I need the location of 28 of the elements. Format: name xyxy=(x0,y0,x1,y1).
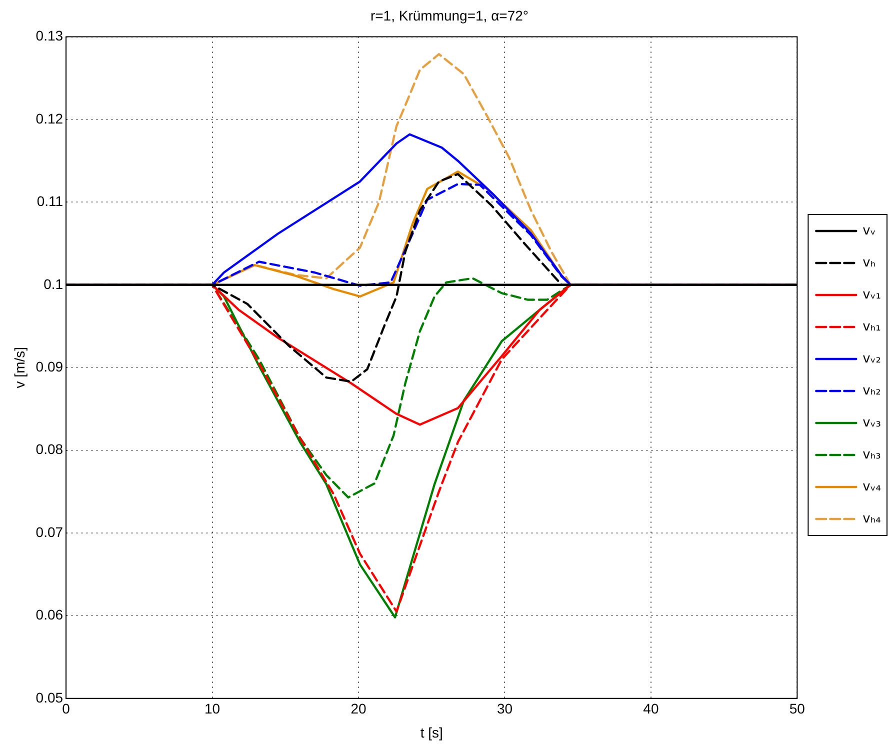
y-tick-label: 0.06 xyxy=(36,606,64,623)
legend-label: vᵥ₂ xyxy=(862,351,881,366)
legend-label: vₕ₃ xyxy=(862,447,881,462)
chart-title: r=1, Krümmung=1, α=72° xyxy=(370,7,529,24)
legend-label: vₕ₂ xyxy=(862,383,881,398)
y-tick-label: 0.09 xyxy=(36,358,64,374)
y-tick-label: 0.11 xyxy=(36,193,64,210)
y-tick-label: 0.05 xyxy=(36,689,64,706)
y-tick-label: 0.08 xyxy=(36,441,64,458)
x-axis-title: t [s] xyxy=(420,724,443,740)
x-tick-label: 30 xyxy=(496,700,513,717)
legend-label: vₕ₄ xyxy=(862,511,881,526)
legend-label: vᵥ xyxy=(862,223,876,238)
legend-label: vₕ xyxy=(862,255,876,270)
x-tick-label: 0 xyxy=(62,700,70,717)
y-tick-label: 0.1 xyxy=(44,276,64,292)
legend-label: vᵥ₃ xyxy=(862,415,881,430)
y-tick-label: 0.12 xyxy=(36,110,64,126)
y-tick-label: 0.13 xyxy=(36,28,64,44)
x-tick-label: 40 xyxy=(643,700,659,717)
x-tick-label: 50 xyxy=(789,700,806,717)
legend-label: vᵥ₁ xyxy=(862,287,881,302)
x-tick-label: 20 xyxy=(350,700,366,717)
legend-label: vₕ₁ xyxy=(862,319,881,334)
legend-label: vᵥ₄ xyxy=(862,479,881,494)
x-tick-label: 10 xyxy=(204,700,220,717)
y-tick-label: 0.07 xyxy=(36,524,64,540)
y-axis-title: v [m/s] xyxy=(11,346,28,388)
